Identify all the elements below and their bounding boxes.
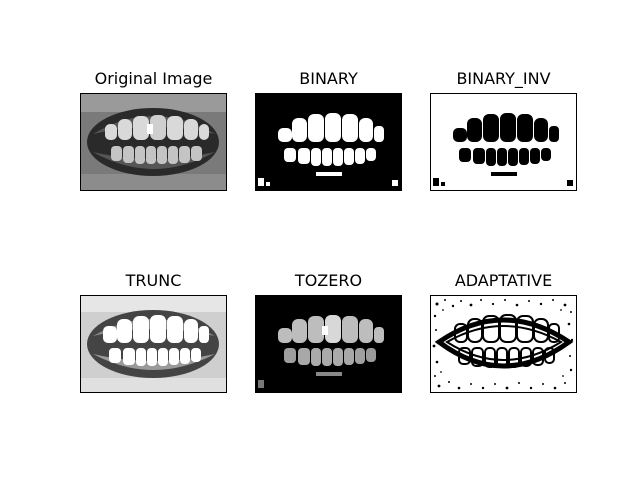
panel-adaptive: ADAPTATIVE: [430, 271, 577, 393]
panel-title: Original Image: [94, 69, 213, 88]
panel-title: BINARY: [299, 69, 358, 88]
panel-title: TRUNC: [125, 271, 182, 290]
panel-tozero: TOZERO: [255, 271, 402, 393]
panel-binary-inv: BINARY_INV: [430, 69, 577, 191]
panel-title: ADAPTATIVE: [454, 271, 553, 290]
teeth-image-tozero: [255, 295, 402, 393]
teeth-image-binary: [255, 93, 402, 191]
panel-title: BINARY_INV: [456, 69, 551, 88]
panel-binary: BINARY: [255, 69, 402, 191]
panel-original: Original Image: [80, 69, 227, 191]
panel-title: TOZERO: [294, 271, 363, 290]
teeth-image-binary-inv: [430, 93, 577, 191]
teeth-image-adaptive: [430, 295, 577, 393]
panel-trunc: TRUNC: [80, 271, 227, 393]
teeth-image-original: [80, 93, 227, 191]
teeth-image-trunc: [80, 295, 227, 393]
